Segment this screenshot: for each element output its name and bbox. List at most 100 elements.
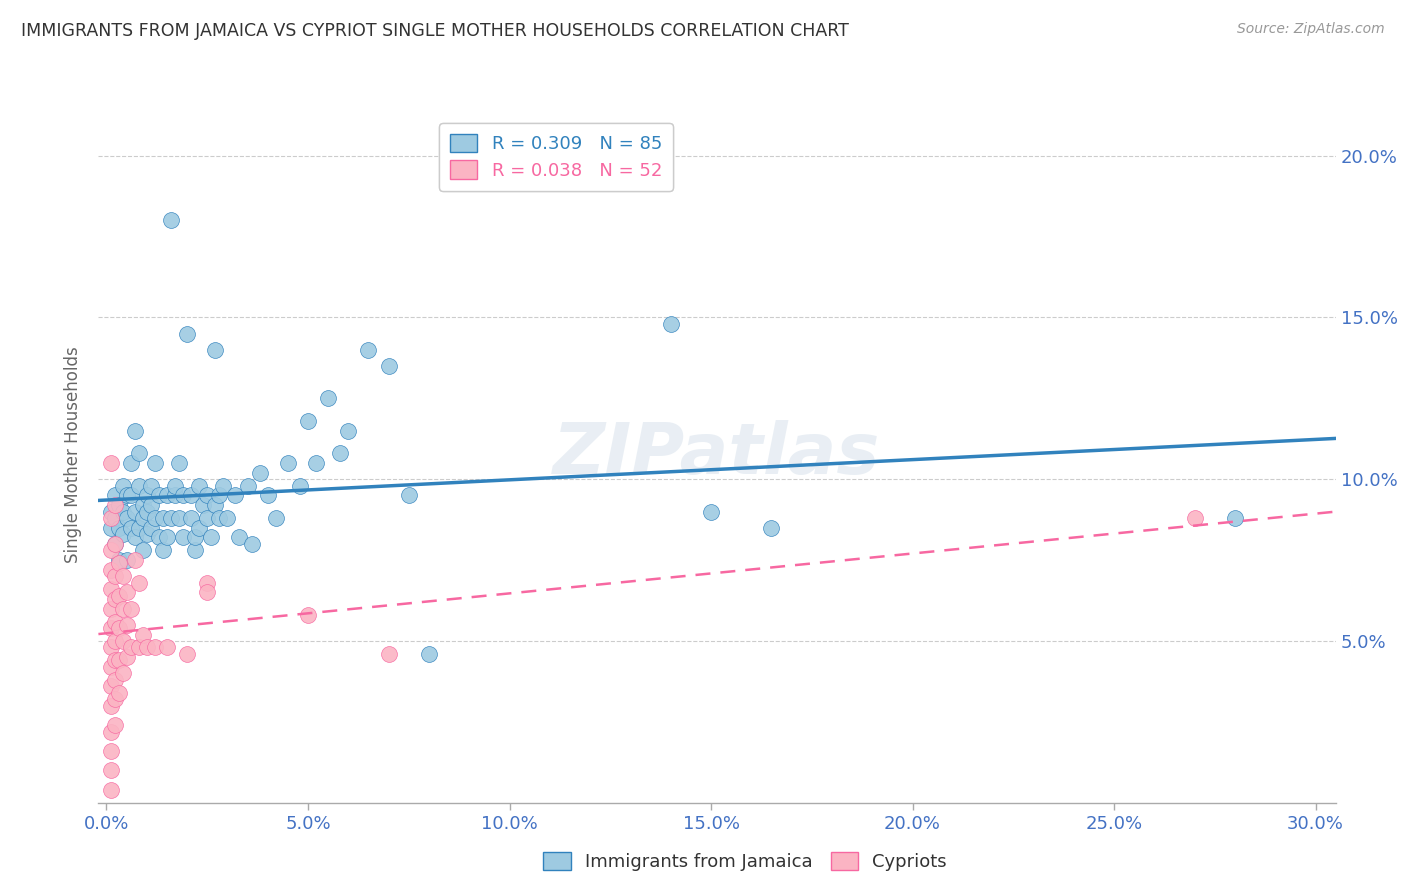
Point — [184, 531, 207, 545]
Point — [277, 456, 299, 470]
Point — [156, 488, 179, 502]
Point — [103, 569, 125, 583]
Point — [139, 498, 162, 512]
Point — [103, 591, 125, 606]
Point — [111, 601, 134, 615]
Point — [156, 640, 179, 655]
Point — [217, 511, 239, 525]
Point — [193, 498, 215, 512]
Point — [188, 521, 211, 535]
Point — [160, 511, 183, 525]
Point — [184, 543, 207, 558]
Legend: Immigrants from Jamaica, Cypriots: Immigrants from Jamaica, Cypriots — [536, 845, 955, 879]
Point — [124, 531, 146, 545]
Point — [124, 504, 146, 518]
Point — [135, 488, 157, 502]
Point — [103, 537, 125, 551]
Point — [100, 563, 122, 577]
Point — [100, 601, 122, 615]
Point — [188, 478, 211, 492]
Point — [100, 660, 122, 674]
Point — [172, 488, 194, 502]
Point — [139, 478, 162, 492]
Point — [100, 456, 122, 470]
Point — [115, 585, 138, 599]
Point — [100, 582, 122, 597]
Point — [111, 634, 134, 648]
Point — [103, 692, 125, 706]
Point — [107, 589, 129, 603]
Point — [398, 488, 420, 502]
Point — [264, 511, 287, 525]
Text: ZIPatlas: ZIPatlas — [554, 420, 880, 490]
Point — [208, 511, 231, 525]
Point — [228, 531, 250, 545]
Point — [100, 511, 122, 525]
Point — [163, 488, 186, 502]
Point — [100, 640, 122, 655]
Point — [103, 718, 125, 732]
Y-axis label: Single Mother Households: Single Mother Households — [65, 347, 83, 563]
Point — [103, 488, 125, 502]
Point — [132, 627, 155, 641]
Point — [132, 543, 155, 558]
Point — [115, 511, 138, 525]
Point — [100, 621, 122, 635]
Point — [143, 511, 166, 525]
Point — [377, 647, 399, 661]
Point — [152, 511, 174, 525]
Point — [195, 511, 218, 525]
Point — [297, 608, 319, 623]
Point — [249, 466, 271, 480]
Point — [156, 531, 179, 545]
Point — [357, 343, 380, 357]
Point — [659, 317, 682, 331]
Point — [103, 615, 125, 629]
Point — [316, 392, 339, 406]
Point — [180, 511, 202, 525]
Point — [100, 698, 122, 713]
Point — [107, 653, 129, 667]
Point — [107, 498, 129, 512]
Legend: R = 0.309   N = 85, R = 0.038   N = 52: R = 0.309 N = 85, R = 0.038 N = 52 — [440, 123, 673, 191]
Point — [128, 446, 150, 460]
Point — [195, 575, 218, 590]
Point — [1223, 511, 1246, 525]
Text: Source: ZipAtlas.com: Source: ZipAtlas.com — [1237, 22, 1385, 37]
Point — [700, 504, 723, 518]
Point — [120, 521, 142, 535]
Point — [148, 531, 170, 545]
Point — [120, 488, 142, 502]
Point — [236, 478, 259, 492]
Point — [256, 488, 278, 502]
Point — [115, 617, 138, 632]
Point — [124, 553, 146, 567]
Point — [204, 498, 226, 512]
Point — [152, 543, 174, 558]
Point — [167, 456, 190, 470]
Point — [107, 621, 129, 635]
Point — [297, 414, 319, 428]
Point — [195, 585, 218, 599]
Point — [135, 640, 157, 655]
Point — [212, 478, 235, 492]
Point — [1184, 511, 1206, 525]
Point — [120, 601, 142, 615]
Text: IMMIGRANTS FROM JAMAICA VS CYPRIOT SINGLE MOTHER HOUSEHOLDS CORRELATION CHART: IMMIGRANTS FROM JAMAICA VS CYPRIOT SINGL… — [21, 22, 849, 40]
Point — [208, 488, 231, 502]
Point — [103, 511, 125, 525]
Point — [305, 456, 328, 470]
Point — [128, 640, 150, 655]
Point — [115, 650, 138, 665]
Point — [224, 488, 246, 502]
Point — [135, 504, 157, 518]
Point — [329, 446, 352, 460]
Point — [132, 511, 155, 525]
Point — [377, 359, 399, 373]
Point — [107, 521, 129, 535]
Point — [288, 478, 311, 492]
Point — [100, 724, 122, 739]
Point — [103, 653, 125, 667]
Point — [200, 531, 222, 545]
Point — [115, 553, 138, 567]
